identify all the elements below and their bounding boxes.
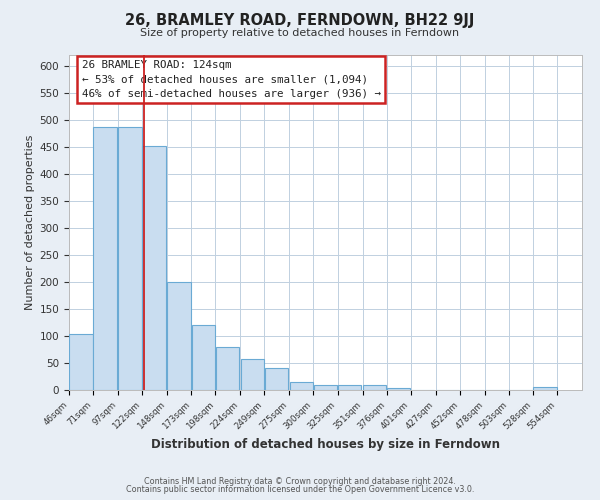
Text: Contains HM Land Registry data © Crown copyright and database right 2024.: Contains HM Land Registry data © Crown c… <box>144 477 456 486</box>
Y-axis label: Number of detached properties: Number of detached properties <box>25 135 35 310</box>
Bar <box>338 384 361 390</box>
Bar <box>241 359 264 390</box>
Bar <box>191 325 215 390</box>
Bar <box>363 385 386 390</box>
Bar <box>533 388 557 390</box>
Bar <box>290 382 313 390</box>
Text: Contains public sector information licensed under the Open Government Licence v3: Contains public sector information licen… <box>126 485 474 494</box>
Bar <box>142 146 166 390</box>
Bar <box>314 385 337 390</box>
X-axis label: Distribution of detached houses by size in Ferndown: Distribution of detached houses by size … <box>151 438 500 450</box>
Bar <box>265 368 288 390</box>
Text: 26, BRAMLEY ROAD, FERNDOWN, BH22 9JJ: 26, BRAMLEY ROAD, FERNDOWN, BH22 9JJ <box>125 12 475 28</box>
Bar <box>118 127 142 390</box>
Bar <box>69 334 93 390</box>
Bar <box>215 347 239 390</box>
Bar <box>387 388 410 390</box>
Text: 26 BRAMLEY ROAD: 124sqm
← 53% of detached houses are smaller (1,094)
46% of semi: 26 BRAMLEY ROAD: 124sqm ← 53% of detache… <box>82 60 381 99</box>
Text: Size of property relative to detached houses in Ferndown: Size of property relative to detached ho… <box>140 28 460 38</box>
Bar <box>94 127 117 390</box>
Bar <box>167 282 191 390</box>
